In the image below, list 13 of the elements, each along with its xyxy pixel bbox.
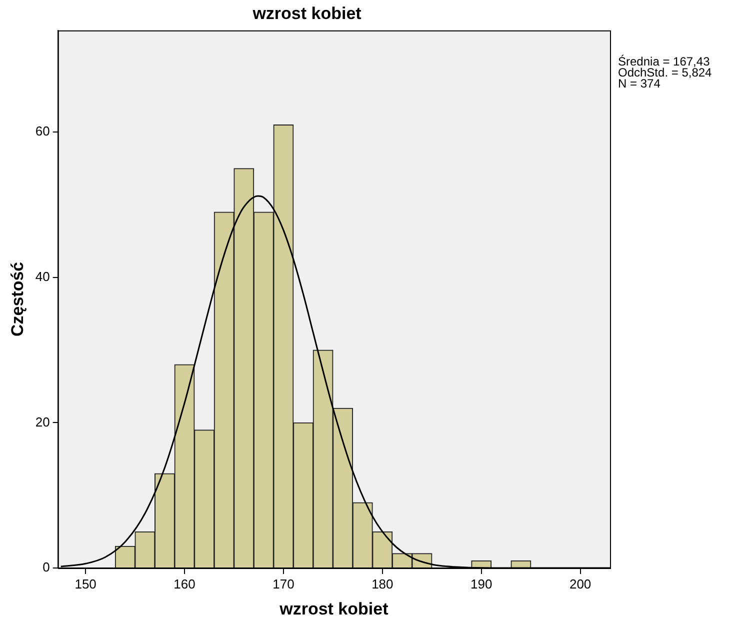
x-tick-label: 160 <box>174 576 196 592</box>
x-tick-label: 180 <box>372 576 394 592</box>
y-tick-label: 40 <box>35 268 50 284</box>
y-tick-label: 0 <box>42 560 50 575</box>
x-tick-label: 190 <box>470 576 492 592</box>
y-tick-label: 60 <box>35 124 50 139</box>
y-tick-label: 20 <box>35 414 50 430</box>
x-tick-label: 200 <box>569 576 592 592</box>
chart-title: wzrost kobiet <box>252 4 362 23</box>
x-tick-label: 170 <box>272 576 294 592</box>
x-tick-label: 150 <box>74 576 96 592</box>
x-axis-title: wzrost kobiet <box>278 599 389 618</box>
y-axis-title: Częstość <box>8 262 27 337</box>
